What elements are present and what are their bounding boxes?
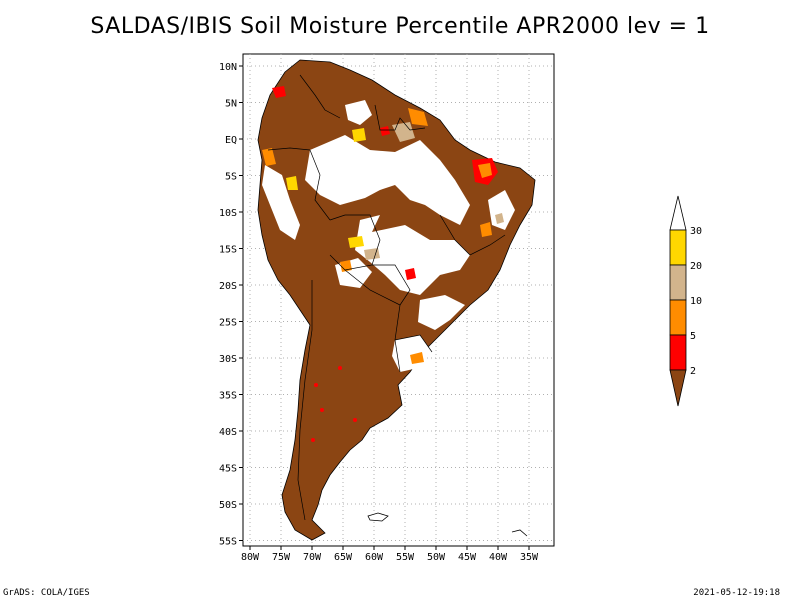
lon-label: 70W (303, 552, 322, 563)
lat-label: EQ (225, 135, 237, 146)
patch-bahia-orange (480, 222, 492, 237)
patch-colombia-red (272, 86, 286, 98)
dot-argentina-red-4 (353, 418, 357, 422)
lat-label: 50S (219, 500, 237, 511)
patch-nordeste-orange (478, 163, 492, 178)
patch-paraguay-red (405, 268, 416, 280)
legend-label: 10 (690, 296, 702, 307)
patch-bolivia-tan (364, 248, 380, 260)
lon-label: 45W (458, 552, 477, 563)
south-brazil-wet-region (418, 295, 465, 330)
legend-label: 2 (690, 366, 696, 377)
patch-bolivia-yellow (348, 236, 364, 248)
legend-swatch (669, 334, 687, 371)
patch-guiana-orange (408, 108, 428, 126)
patch-parana-orange (410, 352, 424, 364)
dot-argentina-red-1 (320, 408, 324, 412)
border-argentina-brazil (344, 269, 401, 373)
legend-bottom-arrow (669, 369, 687, 407)
patch-nordeste-tan (495, 213, 504, 224)
guyana-wet-region (345, 100, 372, 125)
patch-venezuela-red (380, 126, 390, 136)
lat-label: 10S (219, 208, 237, 219)
dot-argentina-red-2 (311, 438, 315, 442)
legend-swatch (669, 264, 687, 301)
lat-label: 5S (225, 172, 237, 183)
color-legend: 30 20 10 5 2 (669, 195, 702, 407)
lon-label: 55W (396, 552, 415, 563)
legend-swatch (669, 229, 687, 266)
border-guianas (374, 104, 426, 131)
border-peru-brazil (309, 149, 331, 221)
lat-label: 35S (219, 391, 237, 402)
lat-label: 45S (219, 464, 237, 475)
graticule: 80W 75W 70W 65W 60W 55W 50W 45W 40W 35W 10N 5N EQ 5S 1… (219, 54, 554, 563)
central-wet-region (355, 215, 470, 295)
south-georgia-coast (511, 529, 528, 537)
legend-top-arrow (669, 195, 687, 231)
legend-label: 5 (690, 331, 696, 342)
lat-label: 10N (219, 62, 237, 73)
lat-label: 30S (219, 354, 237, 365)
patch-ecuador-orange (262, 148, 276, 166)
border-paraguay (372, 264, 411, 306)
dot-argentina-red-3 (338, 366, 342, 370)
patch-venezuela-yellow (352, 128, 366, 142)
border-colombia-peru (267, 147, 311, 151)
border-brazil-states (439, 214, 506, 256)
lat-label: 55S (219, 537, 237, 548)
falkland-islands (367, 512, 389, 522)
footer-timestamp: 2021-05-12-19:18 (693, 588, 780, 598)
lat-label: 25S (219, 318, 237, 329)
percentile-patches (262, 86, 504, 442)
footer-credit: GrADS: COLA/IGES (3, 588, 90, 598)
lon-label: 50W (427, 552, 446, 563)
lat-label: 20S (219, 281, 237, 292)
patch-peru-yellow (286, 176, 298, 190)
patch-bolivia-orange (340, 260, 352, 272)
border-uruguay (394, 334, 433, 353)
legend-swatch (669, 299, 687, 336)
lon-label: 75W (272, 552, 291, 563)
border-argentina-chile (297, 280, 313, 521)
lat-label: 5N (225, 99, 237, 110)
lon-label: 80W (241, 552, 260, 563)
legend-label: 20 (690, 261, 702, 272)
wet-regions (262, 100, 515, 372)
amazon-wet-region (305, 135, 470, 225)
pacific-coast-wet-region (262, 165, 300, 240)
uruguay-wet-region (392, 335, 432, 372)
lat-label: 40S (219, 427, 237, 438)
dot-argentina-red-5 (314, 383, 318, 387)
country-borders (267, 74, 506, 521)
chart-title: SALDAS/IBIS Soil Moisture Percentile APR… (90, 14, 710, 39)
nordeste-wet-region (488, 190, 515, 230)
border-colombia-venezuela (299, 74, 341, 119)
patch-guiana-tan (392, 122, 415, 142)
map-frame (242, 53, 555, 547)
legend-label: 30 (690, 226, 702, 237)
lon-label: 60W (365, 552, 384, 563)
lon-label: 40W (489, 552, 508, 563)
lon-label: 65W (334, 552, 353, 563)
lat-label: 15S (219, 245, 237, 256)
lon-label: 35W (520, 552, 539, 563)
